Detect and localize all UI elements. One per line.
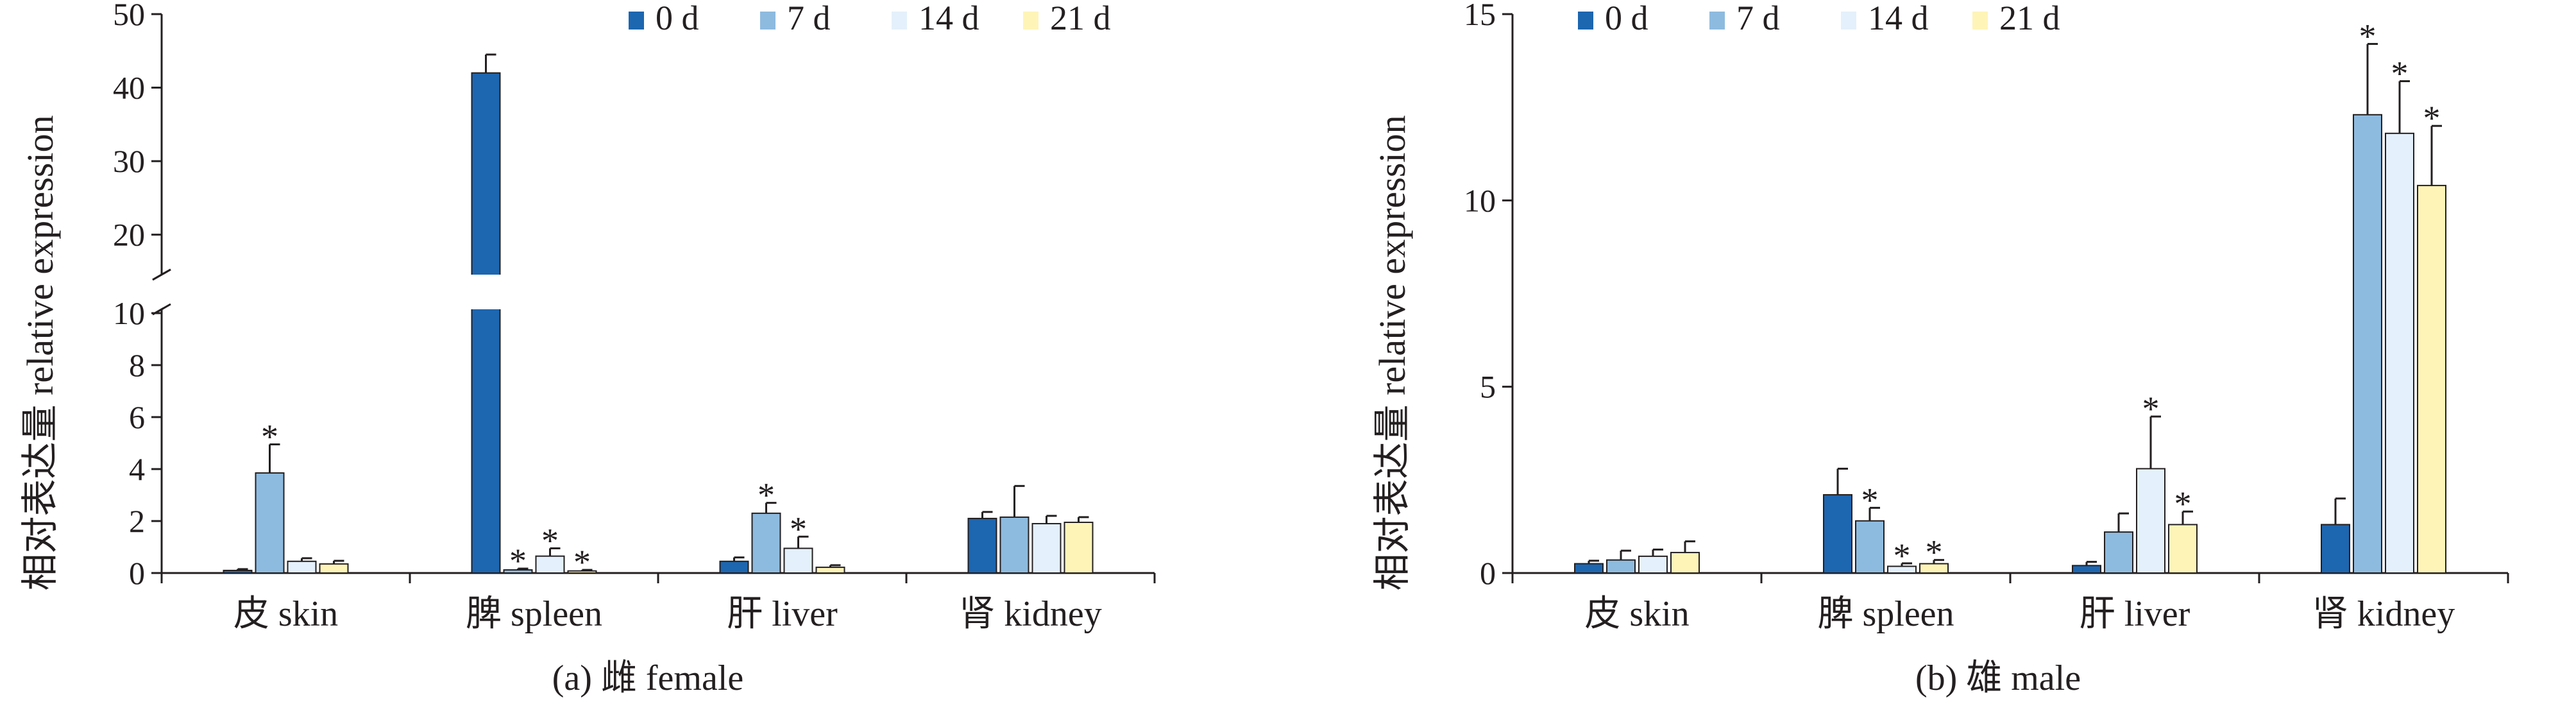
- panel-b-y-tick-label: 10: [1464, 182, 1496, 218]
- panel-b-bar: [2168, 524, 2198, 574]
- panel-b-legend-label: 14 d: [1868, 0, 1929, 37]
- panel-b-bar: [1823, 494, 1852, 574]
- panel-a-bar: [783, 547, 813, 574]
- panel-a-bar: [967, 517, 997, 574]
- panel-b-male: 相对表达量 relative expression (b) 雄 male 0 5 1…: [1371, 0, 2509, 698]
- panel-a-legend-swatch: [760, 12, 775, 30]
- panel-a-y-tick-label: 50: [113, 0, 145, 32]
- panel-b-significance-star: *: [2142, 390, 2160, 428]
- panel-a-significance-star: *: [541, 522, 559, 560]
- panel-a-legend-swatch: [1023, 12, 1038, 30]
- panel-a-bar: [223, 569, 253, 574]
- panel-b-category-label: 肾 kidney: [2312, 594, 2455, 634]
- panel-b-y-tick-label: 5: [1480, 369, 1496, 405]
- panel-a-y-tick-label: 0: [129, 555, 145, 591]
- panel-b-legend-swatch: [1578, 12, 1593, 30]
- panel-a-legend-label: 7 d: [787, 0, 831, 37]
- panel-a-bar: [471, 72, 501, 574]
- panel-a-axis-break-mark: [152, 268, 171, 281]
- panel-a-significance-star: *: [758, 476, 775, 515]
- panel-b-significance-star: *: [2174, 484, 2192, 523]
- panel-a-y-tick-label: 40: [113, 70, 145, 106]
- panel-a-y-tick-label: 30: [113, 143, 145, 179]
- panel-b-legend-label: 7 d: [1736, 0, 1780, 37]
- panel-a-bar: [535, 555, 565, 574]
- panel-b-bar: [2104, 531, 2133, 574]
- panel-b-bar: [2417, 185, 2446, 574]
- panel-a-axis-break-gap: [163, 275, 1156, 309]
- panel-b-bar: [2136, 468, 2165, 574]
- panel-a-bar: [287, 560, 317, 574]
- panel-a-category-label: 肾 kidney: [959, 594, 1101, 634]
- panel-a-significance-star: *: [573, 543, 591, 581]
- panel-b-significance-star: *: [2391, 55, 2409, 93]
- panel-a-y-axis-label: 相对表达量 relative expression: [19, 116, 61, 591]
- panel-a-legend-label: 0 d: [656, 0, 699, 37]
- panel-b-category-label: 脾 spleen: [1817, 594, 1954, 634]
- panel-b-legend-label: 21 d: [1999, 0, 2060, 37]
- panel-a-category-label: 皮 skin: [233, 594, 338, 634]
- panel-a-y-tick-label: 8: [129, 347, 145, 383]
- panel-b-category-label: 肝 liver: [2080, 594, 2190, 634]
- panel-a-y-tick-label: 10: [113, 295, 145, 331]
- panel-b-legend-swatch: [1841, 12, 1856, 30]
- panel-a-bar: [1031, 523, 1062, 574]
- panel-a-y-tick-label: 2: [129, 503, 145, 539]
- panel-b-significance-star: *: [1861, 481, 1879, 519]
- panel-b-y-axis-label: 相对表达量 relative expression: [1371, 116, 1413, 591]
- panel-a-y-tick-label: 20: [113, 217, 145, 253]
- panel-a-y-tick-label: 6: [129, 399, 145, 435]
- panel-b-significance-star: *: [2359, 17, 2377, 55]
- panel-b-caption: (b) 雄 male: [1915, 658, 2081, 698]
- panel-a-legend-label: 14 d: [919, 0, 979, 37]
- panel-a-significance-star: *: [261, 418, 278, 456]
- panel-b-bar: [2385, 132, 2414, 574]
- panel-a-bar: [319, 563, 349, 574]
- panel-b-bar: [1670, 552, 1700, 574]
- panel-b-bar: [2072, 565, 2101, 574]
- panel-b-significance-star: *: [1926, 533, 1943, 572]
- panel-b-significance-star: *: [1894, 536, 1911, 575]
- panel-a-y-tick-label: 4: [129, 451, 145, 487]
- panel-b-bar: [1855, 520, 1885, 574]
- panel-b-y-tick-label: 15: [1464, 0, 1496, 32]
- panel-a-legend-label: 21 d: [1050, 0, 1111, 37]
- panel-a-caption: (a) 雌 female: [552, 658, 743, 698]
- panel-a-legend-swatch: [629, 12, 644, 30]
- panel-b-bar: [1574, 563, 1604, 574]
- panel-b-bar: [2321, 524, 2350, 574]
- panel-a-significance-star: *: [790, 509, 807, 548]
- panel-a-significance-star: *: [509, 542, 527, 580]
- panel-a-female: 相对表达量 relative expression (a) 雌 female 0…: [19, 0, 1156, 698]
- panel-b-bar: [1638, 555, 1668, 574]
- panel-a-category-label: 脾 spleen: [466, 594, 602, 634]
- panel-a-bar: [255, 472, 285, 574]
- panel-b-bar: [1606, 559, 1636, 574]
- panel-b-bar: [2353, 114, 2382, 574]
- panel-a-axis-break-mark: [152, 303, 171, 316]
- panel-a-bar: [719, 560, 749, 574]
- panel-a-bar: [999, 516, 1030, 574]
- panel-a-legend-swatch: [892, 12, 907, 30]
- panel-b-legend-label: 0 d: [1605, 0, 1648, 37]
- panel-b-y-tick-label: 0: [1480, 555, 1496, 591]
- panel-a-bar: [1063, 522, 1094, 574]
- panel-b-legend-swatch: [1972, 12, 1988, 30]
- panel-a-bar: [751, 512, 781, 574]
- panel-b-significance-star: *: [2423, 99, 2441, 137]
- panel-a-category-label: 肝 liver: [727, 594, 838, 634]
- panel-a-bar: [815, 567, 845, 574]
- panel-b-legend-swatch: [1709, 12, 1725, 30]
- panel-b-category-label: 皮 skin: [1584, 594, 1689, 634]
